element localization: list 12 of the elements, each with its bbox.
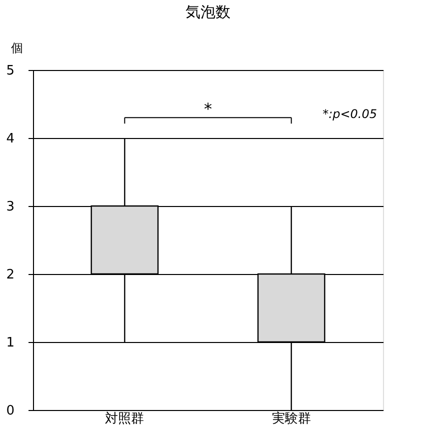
y-tick-label: 0 (6, 404, 14, 418)
x-tick-label: 実験群 (272, 410, 311, 426)
x-tick-label: 対照群 (105, 410, 144, 426)
y-axis-title: 個 (11, 41, 23, 55)
y-tick-label: 4 (6, 132, 14, 146)
annotation: *:p<0.05 (322, 107, 377, 122)
chart-title: 気泡数 (186, 3, 230, 21)
annotation: * (204, 100, 212, 119)
y-tick-label: 1 (6, 336, 14, 350)
y-tick-label: 2 (6, 268, 14, 282)
y-tick-label: 5 (6, 64, 14, 78)
y-tick-label: 3 (6, 200, 14, 214)
